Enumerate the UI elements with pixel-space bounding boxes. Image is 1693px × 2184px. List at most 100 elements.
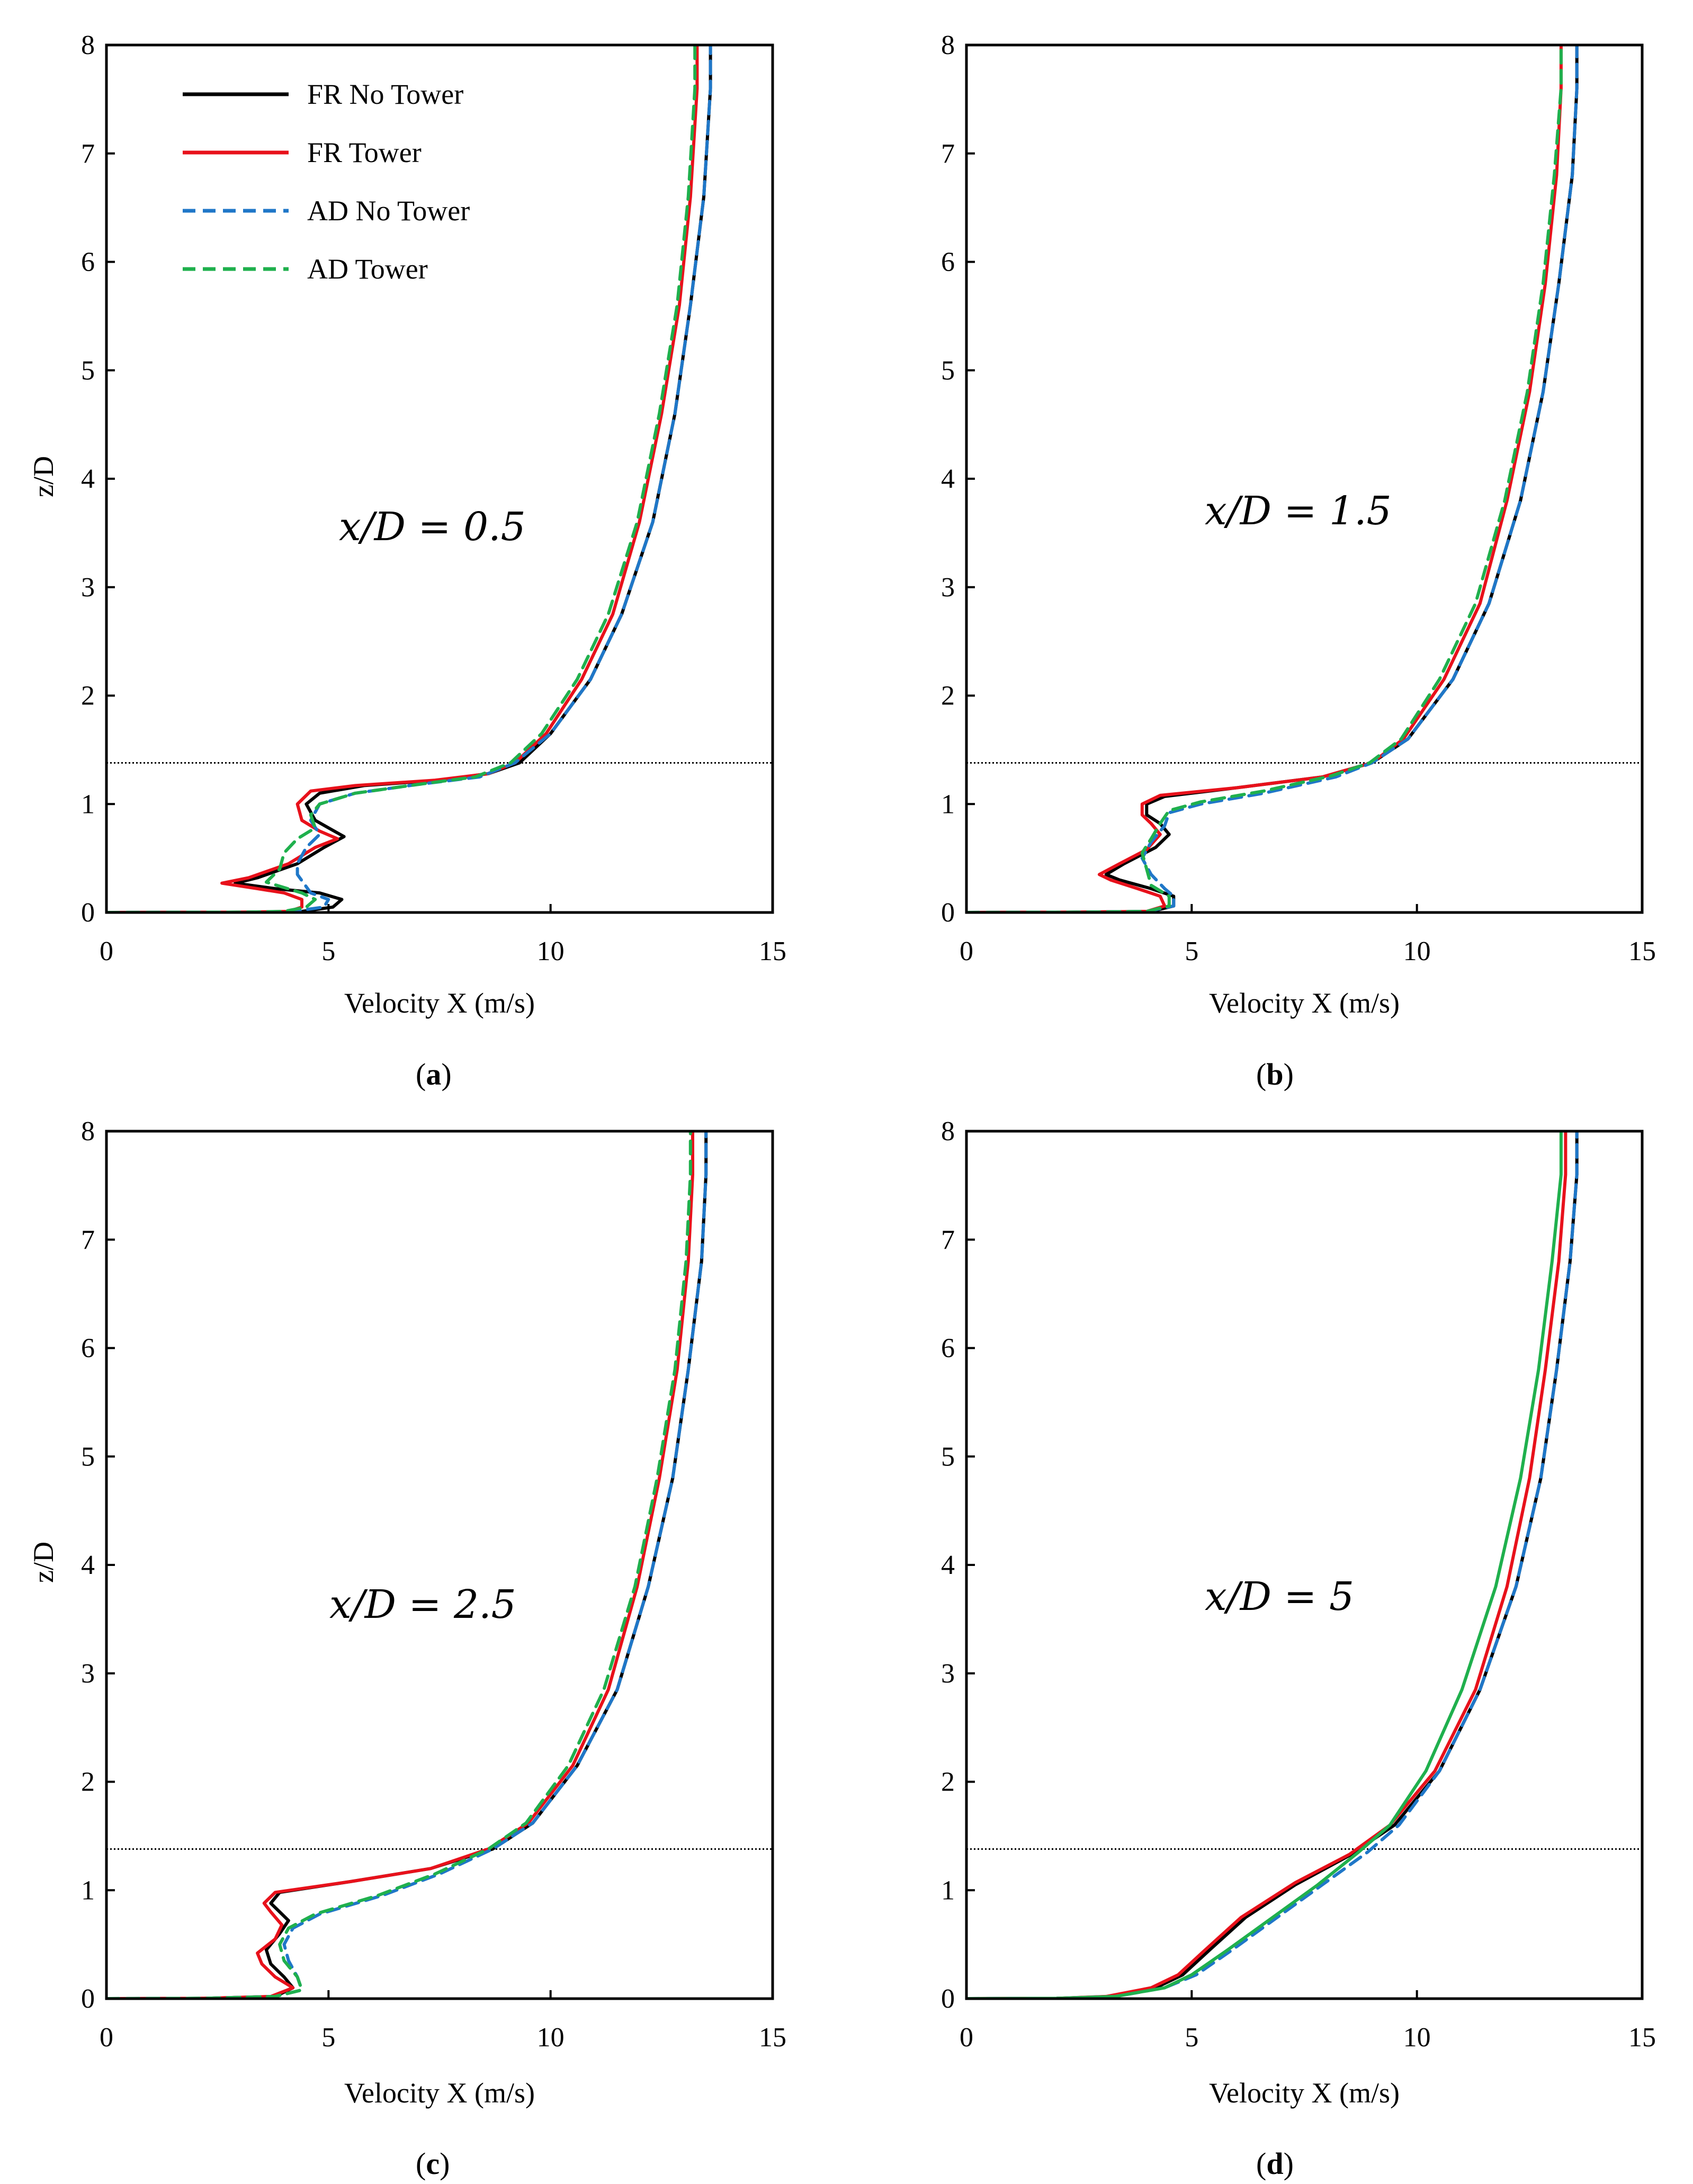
series-ad-no-tower <box>966 1131 1579 1999</box>
y-tick-label: 6 <box>941 1333 955 1364</box>
panel-c-xlabel: Velocity X (m/s) <box>344 2077 535 2109</box>
panel-b-caption: (b) <box>1256 1057 1294 1091</box>
panel-d-annotation: x/D = 5 <box>1205 1574 1354 1619</box>
y-tick-label: 6 <box>81 247 95 278</box>
panel-b-xlabel: Velocity X (m/s) <box>1209 987 1400 1019</box>
series-group <box>966 1131 1579 1999</box>
x-tick-label: 10 <box>537 936 565 966</box>
y-tick-label: 1 <box>941 1875 955 1905</box>
y-tick-label: 3 <box>941 1659 955 1689</box>
y-tick-label: 8 <box>941 30 955 60</box>
series-ad-tower <box>106 45 697 912</box>
y-tick-label: 5 <box>941 355 955 386</box>
panel-c-caption: (c) <box>416 2146 450 2181</box>
panel-c-plot: 0 1 2 3 4 5 6 7 8 0 5 10 15 <box>81 1116 786 2053</box>
y-tick-label: 0 <box>81 1984 95 2014</box>
y-tick-label: 1 <box>81 789 95 819</box>
series-fr-tower <box>106 1131 694 1999</box>
plot-frame <box>965 43 1644 914</box>
x-tick-label: 10 <box>537 2022 565 2053</box>
y-tick-label: 8 <box>81 30 95 60</box>
panel-a-plot: 0 1 2 3 4 5 6 7 8 0 5 10 15 <box>81 30 786 966</box>
series-group <box>966 45 1579 912</box>
panel-a-ylabel: z/D <box>28 456 59 497</box>
panel-d: 0 1 2 3 4 5 6 7 8 0 5 10 15 x/D = 5 Velocity X (m/s)… <box>941 1116 1656 2181</box>
y-tick-label: 7 <box>941 139 955 169</box>
series-ad-no-tower <box>966 45 1579 912</box>
y-tick-label: 8 <box>81 1116 95 1147</box>
panel-d-caption: (d) <box>1256 2146 1294 2181</box>
x-tick-label: 15 <box>759 2022 786 2053</box>
y-tick-label: 1 <box>81 1875 95 1905</box>
x-tick-label: 15 <box>1628 936 1656 966</box>
y-tick-label: 7 <box>941 1225 955 1255</box>
y-tick-label: 5 <box>941 1442 955 1472</box>
y-tick-label: 4 <box>81 464 95 494</box>
y-tick-label: 7 <box>81 139 95 169</box>
series-fr-tower <box>966 1131 1567 1999</box>
y-tick-label: 0 <box>941 898 955 928</box>
y-tick-label: 5 <box>81 1442 95 1472</box>
panel-a-caption: (a) <box>416 1057 452 1091</box>
plot-frame <box>105 43 774 914</box>
legend-label-fr-no-tower: FR No Tower <box>307 78 463 110</box>
y-tick-label: 0 <box>941 1984 955 2014</box>
panel-c-ylabel: z/D <box>28 1542 59 1583</box>
x-tick-label: 15 <box>759 936 786 966</box>
x-tick-label: 5 <box>1185 936 1198 966</box>
y-tick-label: 1 <box>941 789 955 819</box>
x-tick-label: 5 <box>1185 2022 1198 2053</box>
series-group <box>106 45 712 912</box>
series-ad-no-tower <box>106 1131 708 1999</box>
y-tick-label: 7 <box>81 1225 95 1255</box>
panel-b-plot: 0 1 2 3 4 5 6 7 8 0 5 10 15 <box>941 30 1656 966</box>
panel-a-xlabel: Velocity X (m/s) <box>344 987 535 1019</box>
panel-c: 0 1 2 3 4 5 6 7 8 0 5 10 15 x/D = 2.5 Velocity X (m/… <box>28 1116 786 2181</box>
y-tick-label: 0 <box>81 898 95 928</box>
y-tick-label: 3 <box>81 572 95 603</box>
y-tick-label: 6 <box>81 1333 95 1364</box>
panel-b: 0 1 2 3 4 5 6 7 8 0 5 10 15 x/D = 1.5 Velocity X (m/… <box>941 30 1656 1091</box>
series-fr-tower <box>966 45 1563 912</box>
legend-label-ad-tower: AD Tower <box>307 253 428 285</box>
panel-c-annotation: x/D = 2.5 <box>329 1582 516 1627</box>
series-fr-no-tower <box>966 1131 1579 1999</box>
panel-a-annotation: x/D = 0.5 <box>339 504 526 550</box>
y-tick-label: 4 <box>941 1550 955 1580</box>
x-tick-label: 0 <box>960 2022 973 2053</box>
y-tick-label: 4 <box>81 1550 95 1580</box>
x-tick-label: 10 <box>1403 936 1431 966</box>
series-ad-tower <box>966 45 1563 912</box>
panel-a: 0 1 2 3 4 5 6 7 8 0 5 10 15 x/D = 0.5 Velocity X (m/… <box>28 30 786 1091</box>
y-tick-label: 2 <box>941 681 955 711</box>
series-fr-tower <box>106 45 699 912</box>
y-tick-label: 2 <box>81 681 95 711</box>
x-tick-label: 5 <box>321 936 335 966</box>
series-ad-tower <box>106 1131 692 1999</box>
legend-label-ad-no-tower: AD No Tower <box>307 195 470 227</box>
series-group <box>106 1131 708 1999</box>
x-tick-label: 10 <box>1403 2022 1431 2053</box>
series-ad-tower <box>966 1131 1563 1999</box>
y-tick-label: 5 <box>81 355 95 386</box>
y-tick-label: 2 <box>941 1767 955 1797</box>
panel-d-xlabel: Velocity X (m/s) <box>1209 2077 1400 2109</box>
legend-label-fr-tower: FR Tower <box>307 137 422 168</box>
x-tick-label: 0 <box>960 936 973 966</box>
legend: FR No Tower FR Tower AD No Tower AD Towe… <box>183 78 470 285</box>
y-tick-label: 8 <box>941 1116 955 1147</box>
y-tick-label: 4 <box>941 464 955 494</box>
panel-d-plot: 0 1 2 3 4 5 6 7 8 0 5 10 15 <box>941 1116 1656 2053</box>
x-tick-label: 15 <box>1628 2022 1656 2053</box>
x-tick-label: 5 <box>321 2022 335 2053</box>
y-tick-label: 6 <box>941 247 955 278</box>
series-fr-no-tower <box>106 1131 708 1999</box>
x-tick-label: 0 <box>100 936 113 966</box>
plot-frame <box>965 1130 1644 2000</box>
y-tick-label: 2 <box>81 1767 95 1797</box>
y-tick-label: 3 <box>81 1659 95 1689</box>
panel-b-annotation: x/D = 1.5 <box>1205 488 1392 534</box>
plot-frame <box>105 1130 774 2000</box>
y-tick-label: 3 <box>941 572 955 603</box>
